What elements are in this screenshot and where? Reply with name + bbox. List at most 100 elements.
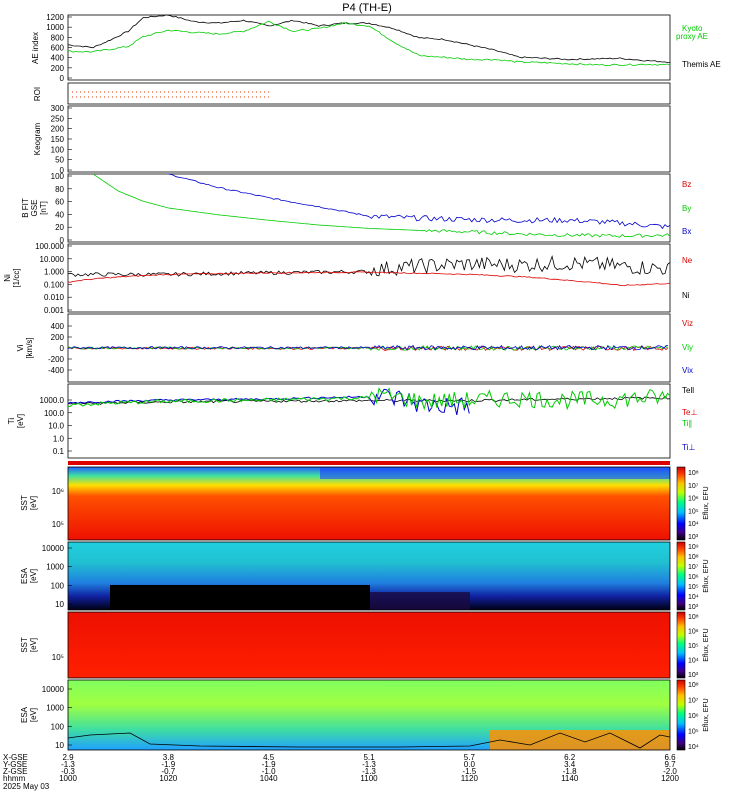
esaI-ticks-label-2: 100 xyxy=(51,722,65,731)
esaE-ticks-label-0: 10000 xyxy=(42,544,65,553)
esaE-ticks-label-1: 1000 xyxy=(46,563,64,572)
xaxis-col-5-x: 6.2 xyxy=(564,753,576,762)
sst-e-ytick-2: 10⁵ xyxy=(52,520,64,529)
themis-ae-line xyxy=(67,14,670,63)
temperature-yticks: 1000.0 100.0 10.0 1.0 0.1 xyxy=(40,396,72,456)
cb1-ticks-label-0: 10⁸ xyxy=(688,470,699,477)
esaI-ticks-label-1: 1000 xyxy=(46,704,64,713)
sst-e-frame xyxy=(67,466,671,541)
sst-i-cb-label: Eflux, EFU xyxy=(703,628,710,661)
temperature-legend-tipar: Ti∥ xyxy=(682,419,692,428)
ae-ticks-label-2: 800 xyxy=(51,33,65,42)
keogram-frame xyxy=(67,105,671,173)
esa-i-ylabel-2: [eV] xyxy=(29,708,38,722)
sst-i-ytick-1: 10⁵ xyxy=(52,653,64,662)
b-ticks-label-5: 0 xyxy=(60,236,65,245)
xrow-label-z: Z-GSE xyxy=(3,767,27,776)
sst-i-frame xyxy=(67,611,671,679)
panel-temperature: Ti [eV] 1000.0 100.0 10.0 1.0 0.1 Tell Te⊥ T… xyxy=(7,383,697,459)
density-legend-ne: Ne xyxy=(682,256,693,265)
cb2-ticks-label-6: 10³ xyxy=(688,604,699,611)
b-ticks-label-2: 60 xyxy=(55,198,64,207)
xaxis-col-5-t: 1140 xyxy=(561,774,579,783)
cb1-ticks-label-2: 10⁶ xyxy=(688,496,699,503)
esa-e-dark-region xyxy=(110,585,370,610)
t-ticks-label-0: 1000.0 xyxy=(40,396,65,405)
xaxis-col-0-y: -1.3 xyxy=(61,760,75,769)
cb1-ticks-label-4: 10⁴ xyxy=(688,521,699,528)
esa-i-colorbar xyxy=(676,679,686,751)
sst-i-spectrogram xyxy=(68,612,670,678)
density-frame xyxy=(67,243,671,313)
xaxis-col-2-z: -1.0 xyxy=(262,767,276,776)
sst-e-ytick-1: 10⁶ xyxy=(52,487,64,496)
keo-ticks-label-6: 0 xyxy=(60,166,65,175)
bfield-ylabel-2: GSE xyxy=(30,200,39,217)
bx-line xyxy=(168,173,671,230)
xaxis-col-2-t: 1040 xyxy=(260,774,278,783)
viy-line xyxy=(67,344,669,351)
cb1-ticks-label-5: 10³ xyxy=(688,534,699,541)
cb3-ticks-label-0: 10⁸ xyxy=(688,614,699,621)
keo-ticks-label-2: 200 xyxy=(51,125,65,134)
sst-i-ylabel-1: SST xyxy=(20,637,29,653)
cb2-ticks-label-0: 10⁹ xyxy=(688,544,699,551)
sst-e-cb-label: Eflux, EFU xyxy=(703,486,710,519)
bfield-legend-bz: Bz xyxy=(682,180,691,189)
cb3-ticks-label-4: 10³ xyxy=(688,672,699,679)
xaxis-col-4-y: 0.0 xyxy=(464,760,476,769)
xaxis-col-4-x: 5.7 xyxy=(464,753,476,762)
v-ticks-label-2: 0 xyxy=(60,344,65,353)
n-ticks-label-2: 1.000 xyxy=(44,268,65,277)
xaxis-col-3-y: -1.3 xyxy=(362,760,376,769)
temperature-ylabel-1: Ti xyxy=(7,418,16,425)
cb4-ticks-label-2: 10⁶ xyxy=(688,713,699,720)
ae-ticks-label-6: 0 xyxy=(60,74,65,83)
bfield-frame xyxy=(67,173,671,243)
keo-ticks-label-3: 150 xyxy=(51,135,65,144)
temperature-legend-tiperp: Ti⊥ xyxy=(682,443,695,452)
temperature-frame xyxy=(67,383,671,459)
esa-e-colorbar xyxy=(676,541,686,611)
xaxis-col-0-t: 1000 xyxy=(59,774,77,783)
esaI-ticks-label-0: 10000 xyxy=(42,685,65,694)
v-ticks-label-4: -400 xyxy=(48,366,65,375)
v-ticks-label-1: 200 xyxy=(51,333,65,342)
density-yticks: 100.000 10.000 1.000 0.100 0.010 0.001 xyxy=(35,242,72,315)
b-ticks-label-3: 40 xyxy=(55,210,64,219)
x-axis-labels: X-GSE Y-GSE Z-GSE hhmm 2025 May 03 2.9-1… xyxy=(3,753,679,791)
ae-ylabel: AE index xyxy=(31,32,40,64)
velocity-legend-vix: Vix xyxy=(682,366,693,375)
ae-ticks-label-4: 400 xyxy=(51,54,65,63)
ae-legend-proxy: proxy AE xyxy=(676,32,708,41)
n-ticks-label-4: 0.010 xyxy=(44,293,65,302)
keogram-ylabel: Keogram xyxy=(33,122,42,155)
cb4-ticks-label-0: 10⁸ xyxy=(688,682,699,689)
b-ticks-label-1: 80 xyxy=(55,185,64,194)
xrow-label-x: X-GSE xyxy=(3,753,28,762)
ae-ticks-label-1: 1000 xyxy=(46,23,64,32)
kyoto-ae-line xyxy=(67,20,671,67)
b-ticks-label-4: 20 xyxy=(55,223,64,232)
sst-i-colorbar xyxy=(676,611,686,679)
n-ticks-label-0: 100.000 xyxy=(35,242,64,251)
esa-e-ylabel-2: [eV] xyxy=(29,569,38,583)
panel-velocity: Vi [km/s] 400 200 0 -200 -400 Viz Viy Vix xyxy=(16,313,693,383)
cb1-ticks-label-3: 10⁵ xyxy=(688,508,699,515)
esa-e-dark-region-2 xyxy=(370,592,470,610)
cb2-ticks-label-1: 10⁸ xyxy=(688,554,699,561)
temperature-legend-tell: Tell xyxy=(682,386,694,395)
roi-ylabel: ROI xyxy=(33,87,42,101)
cb4-ticks-label-4: 10⁴ xyxy=(688,744,699,751)
xaxis-col-3-x: 5.1 xyxy=(363,753,375,762)
ni-line xyxy=(67,254,671,277)
panel-sst-e: SST [eV] 10⁶ 10⁵ 10⁸ 10⁷ 10⁶ 10⁵ 10⁴ 10³ Eflu… xyxy=(20,466,710,541)
sst-e-ylabel-2: [eV] xyxy=(29,496,38,510)
velocity-yticks: 400 200 0 -200 -400 xyxy=(48,322,72,375)
xaxis-col-2-x: 4.5 xyxy=(263,753,275,762)
keo-ticks-label-1: 250 xyxy=(51,114,65,123)
